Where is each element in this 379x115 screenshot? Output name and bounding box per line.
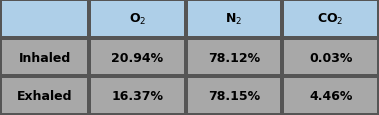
Text: 20.94%: 20.94% (111, 51, 163, 64)
Text: 16.37%: 16.37% (111, 89, 163, 102)
Text: 4.46%: 4.46% (309, 89, 352, 102)
Bar (284, 2, 377, 37)
Bar (2, 2, 87, 37)
Bar (188, 2, 280, 37)
Text: O$_2$: O$_2$ (129, 12, 146, 27)
Bar (188, 40, 280, 75)
Bar (188, 79, 280, 113)
Bar (284, 79, 377, 113)
Text: N$_2$: N$_2$ (226, 12, 243, 27)
Bar (91, 2, 184, 37)
Bar (284, 40, 377, 75)
Text: Exhaled: Exhaled (17, 89, 72, 102)
Text: Inhaled: Inhaled (19, 51, 70, 64)
Text: 78.12%: 78.12% (208, 51, 260, 64)
Text: 78.15%: 78.15% (208, 89, 260, 102)
Bar (91, 79, 184, 113)
Bar (91, 40, 184, 75)
Text: CO$_2$: CO$_2$ (317, 12, 344, 27)
Text: 0.03%: 0.03% (309, 51, 352, 64)
Bar (2, 79, 87, 113)
Bar (2, 40, 87, 75)
